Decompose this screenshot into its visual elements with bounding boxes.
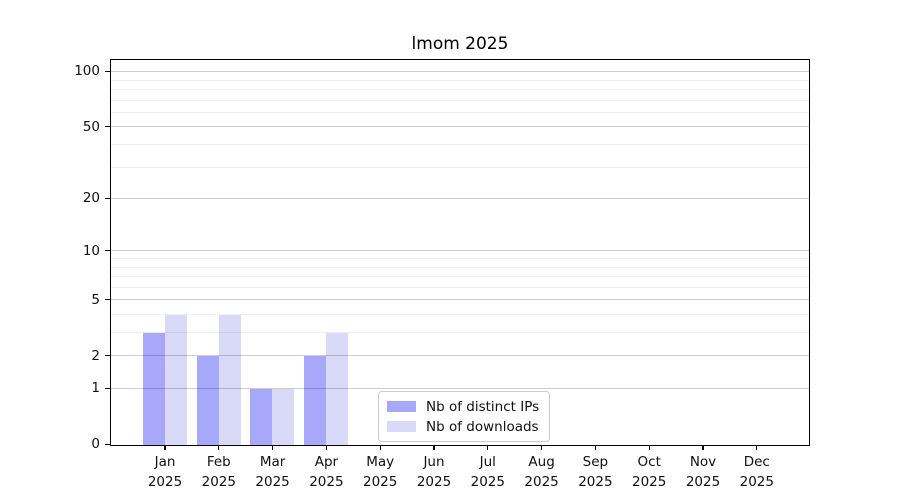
x-tick-jan xyxy=(164,446,166,450)
gridline-y-2 xyxy=(111,355,809,357)
y-tick-5 xyxy=(105,298,110,301)
x-tick-aug xyxy=(540,446,543,450)
gridline-y-50 xyxy=(111,126,809,128)
gridline-y-90 xyxy=(111,79,809,81)
y-tick-label-1: 1 xyxy=(91,380,100,397)
legend-swatch-downloads xyxy=(387,421,416,432)
x-tick-label-oct: Oct 2025 xyxy=(632,454,667,490)
gridline-y-6 xyxy=(111,286,809,288)
x-tick-label-nov: Nov 2025 xyxy=(685,454,721,490)
x-tick-label-feb: Feb 2025 xyxy=(201,454,236,490)
x-tick-label-jan: Jan 2025 xyxy=(147,454,183,490)
legend-swatch-distinct-ips xyxy=(387,401,416,412)
bar-nb-of-distinct-ips-mar xyxy=(250,389,273,445)
x-tick-jul xyxy=(487,446,489,450)
bar-nb-of-downloads-jan xyxy=(164,315,187,445)
gridline-y-40 xyxy=(111,144,809,145)
y-tick-label-10: 10 xyxy=(82,242,100,259)
bar-nb-of-downloads-feb xyxy=(218,315,241,445)
y-tick-1 xyxy=(105,387,110,389)
legend-item-distinct-ips: Nb of distinct IPs xyxy=(387,397,539,416)
x-tick-label-sep: Sep 2025 xyxy=(578,454,613,490)
gridline-y-5 xyxy=(111,299,809,301)
legend-label-downloads: Nb of downloads xyxy=(426,418,539,435)
gridline-y-3 xyxy=(111,332,809,333)
y-tick-100 xyxy=(105,70,110,73)
bar-nb-of-downloads-apr xyxy=(326,333,349,445)
x-tick-label-dec: Dec 2025 xyxy=(739,454,774,490)
y-tick-50 xyxy=(105,125,110,128)
y-tick-20 xyxy=(105,197,110,200)
gridline-y-80 xyxy=(111,89,809,90)
x-tick-sep xyxy=(594,446,597,450)
gridline-y-7 xyxy=(111,276,809,277)
legend-label-distinct-ips: Nb of distinct IPs xyxy=(426,398,540,415)
y-tick-0 xyxy=(105,443,110,445)
x-tick-label-jun: Jun 2025 xyxy=(416,454,452,490)
bar-nb-of-distinct-ips-feb xyxy=(196,356,219,445)
x-tick-label-jul: Jul 2025 xyxy=(470,454,505,490)
x-tick-apr xyxy=(325,446,328,450)
y-tick-2 xyxy=(105,354,110,357)
gridline-y-1 xyxy=(111,388,809,389)
x-tick-nov xyxy=(702,446,704,450)
y-tick-label-100: 100 xyxy=(74,63,100,80)
gridline-y-10 xyxy=(111,250,809,252)
plot-area xyxy=(110,59,810,446)
x-tick-dec xyxy=(756,446,758,450)
bar-nb-of-distinct-ips-jan xyxy=(142,333,165,445)
legend: Nb of distinct IPs Nb of downloads xyxy=(378,391,551,442)
gridline-y-70 xyxy=(111,99,809,101)
x-tick-feb xyxy=(218,446,220,450)
bar-nb-of-distinct-ips-apr xyxy=(304,356,327,445)
gridline-y-30 xyxy=(111,166,809,168)
y-tick-label-5: 5 xyxy=(91,291,100,308)
y-tick-label-0: 0 xyxy=(91,436,100,453)
x-tick-jun xyxy=(433,446,435,450)
x-tick-may xyxy=(379,446,381,450)
x-tick-label-aug: Aug 2025 xyxy=(524,454,559,490)
y-tick-label-2: 2 xyxy=(91,347,100,364)
x-tick-mar xyxy=(271,446,274,450)
y-tick-label-20: 20 xyxy=(82,190,100,207)
x-tick-oct xyxy=(648,446,650,450)
gridline-y-9 xyxy=(111,258,809,259)
legend-item-downloads: Nb of downloads xyxy=(387,417,539,436)
chart-title: lmom 2025 xyxy=(411,34,509,54)
x-tick-label-may: May 2025 xyxy=(363,454,398,490)
bar-nb-of-downloads-mar xyxy=(272,389,295,445)
gridline-y-60 xyxy=(111,111,809,113)
gridline-y-20 xyxy=(111,198,809,200)
y-tick-10 xyxy=(105,249,110,252)
gridline-y-8 xyxy=(111,266,809,268)
y-tick-label-50: 50 xyxy=(82,118,100,135)
x-tick-label-apr: Apr 2025 xyxy=(309,454,344,490)
gridline-y-100 xyxy=(111,71,809,73)
x-tick-label-mar: Mar 2025 xyxy=(255,454,290,490)
gridline-y-4 xyxy=(111,314,809,315)
